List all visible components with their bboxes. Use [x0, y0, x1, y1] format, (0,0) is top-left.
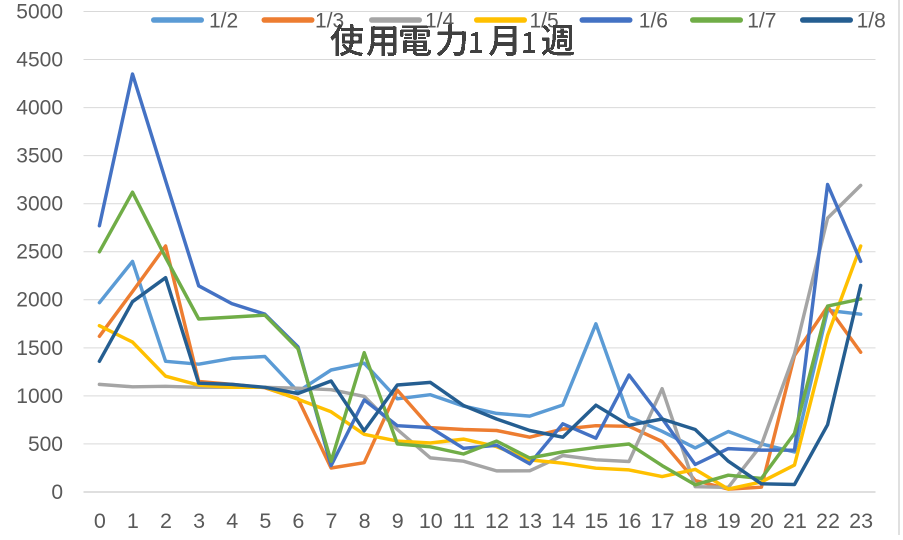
svg-text:1/7: 1/7: [747, 10, 776, 33]
svg-text:1000: 1000: [16, 385, 63, 408]
svg-text:1500: 1500: [16, 337, 63, 360]
svg-text:20: 20: [750, 509, 774, 533]
svg-text:5000: 5000: [16, 0, 63, 23]
svg-text:5: 5: [259, 509, 271, 533]
svg-text:0: 0: [51, 481, 63, 504]
svg-text:0: 0: [94, 509, 106, 533]
svg-text:3500: 3500: [16, 145, 63, 168]
svg-text:16: 16: [617, 509, 641, 533]
svg-text:1/8: 1/8: [857, 10, 886, 33]
svg-text:10: 10: [419, 509, 443, 533]
svg-text:1: 1: [127, 509, 139, 533]
svg-text:4000: 4000: [16, 97, 63, 120]
svg-text:13: 13: [518, 509, 542, 533]
svg-text:500: 500: [28, 433, 63, 456]
svg-text:8: 8: [359, 509, 371, 533]
svg-text:12: 12: [485, 509, 509, 533]
svg-text:3000: 3000: [16, 193, 63, 216]
svg-text:1/5: 1/5: [530, 10, 559, 33]
svg-text:2500: 2500: [16, 241, 63, 264]
svg-text:7: 7: [326, 509, 338, 533]
svg-text:2000: 2000: [16, 289, 63, 312]
svg-text:9: 9: [392, 509, 404, 533]
svg-text:23: 23: [849, 509, 873, 533]
svg-text:4500: 4500: [16, 48, 63, 71]
svg-text:3: 3: [193, 509, 205, 533]
svg-text:14: 14: [551, 509, 575, 533]
svg-text:6: 6: [292, 509, 304, 533]
svg-text:1/3: 1/3: [315, 10, 344, 33]
svg-text:18: 18: [684, 509, 708, 533]
svg-text:1/2: 1/2: [209, 10, 238, 33]
svg-text:1/4: 1/4: [425, 10, 455, 33]
svg-text:4: 4: [226, 509, 238, 533]
svg-text:17: 17: [651, 509, 675, 533]
svg-text:15: 15: [584, 509, 608, 533]
svg-text:21: 21: [783, 509, 807, 533]
svg-text:2: 2: [160, 509, 172, 533]
svg-text:22: 22: [816, 509, 840, 533]
svg-text:1/6: 1/6: [639, 10, 668, 33]
svg-text:19: 19: [717, 509, 741, 533]
svg-text:11: 11: [453, 509, 475, 533]
